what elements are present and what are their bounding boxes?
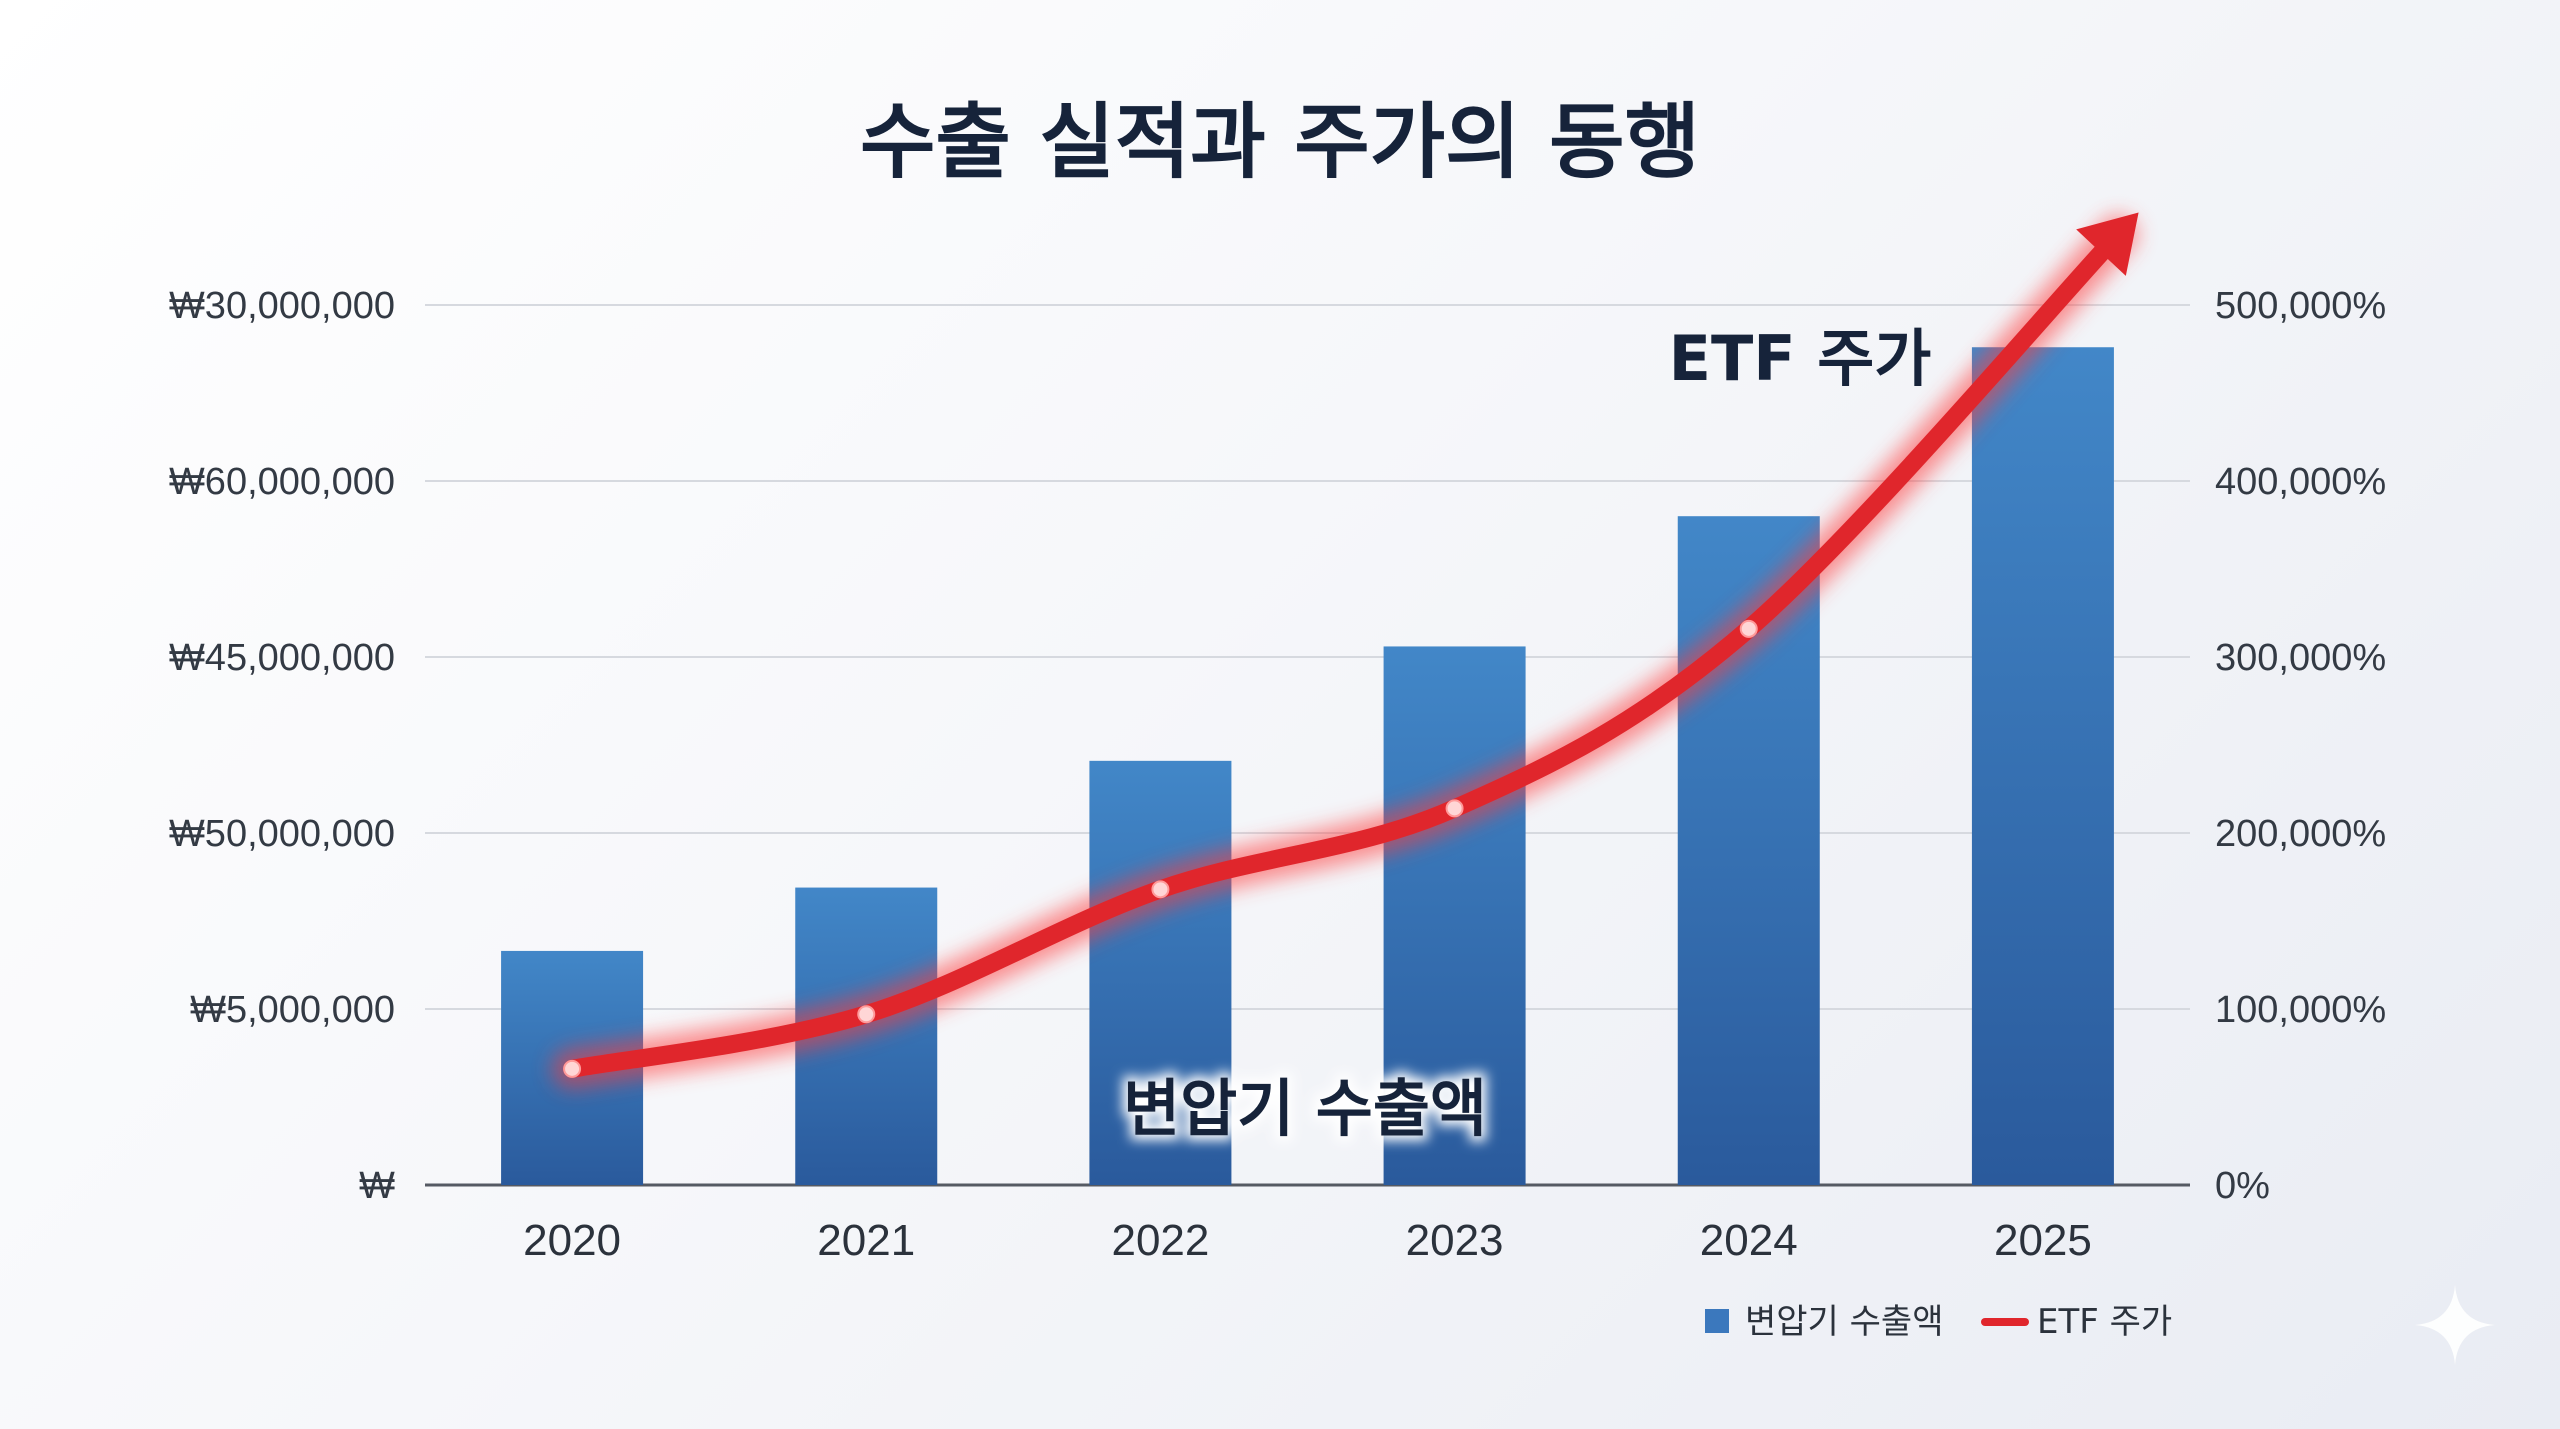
etf-point-2020 xyxy=(563,1059,582,1078)
sparkle-icon xyxy=(2415,1285,2495,1365)
bar-annotation-glow: 변압기 수출액 xyxy=(1123,1072,1487,1145)
right-tick-label: 100,000% xyxy=(2215,989,2386,1031)
x-tick-label: 2022 xyxy=(1111,1216,1209,1265)
legend-bar-swatch xyxy=(1705,1309,1729,1333)
x-tick-label: 2023 xyxy=(1406,1216,1504,1265)
bar-2022 xyxy=(1089,760,1232,1185)
line-annotation-label: ETF 주가 xyxy=(1669,322,1932,395)
etf-point-2024 xyxy=(1739,619,1758,638)
x-tick-label: 2021 xyxy=(817,1216,915,1265)
bar-2023 xyxy=(1383,646,1526,1185)
bar-2025 xyxy=(1971,347,2114,1185)
etf-line xyxy=(552,212,2139,1089)
x-axis-ticks: 2020 2021 2022 2023 2024 2025 xyxy=(523,1216,2092,1265)
etf-point-2023 xyxy=(1445,799,1464,818)
bar-annotation-label: 변압기 수출액 xyxy=(1123,1072,1487,1145)
right-axis-ticks: 0% 100,000% 200,000% 300,000% 400,000% 500,00… xyxy=(2215,285,2386,1207)
x-tick-label: 2025 xyxy=(1994,1216,2092,1265)
chart-title: 수출 실적과 주가의 동행 xyxy=(860,95,1700,190)
right-tick-label: 0% xyxy=(2215,1165,2270,1207)
etf-point-2021 xyxy=(857,1005,876,1024)
left-tick-label: ₩50,000,000 xyxy=(169,813,395,855)
left-tick-label: ₩ xyxy=(359,1165,395,1207)
left-tick-label: ₩30,000,000 xyxy=(169,285,395,327)
etf-line-path xyxy=(563,225,2127,1078)
bars xyxy=(501,347,2114,1185)
legend-bar-label: 변압기 수출액 xyxy=(1745,1302,1944,1342)
right-tick-label: 300,000% xyxy=(2215,637,2386,679)
x-tick-label: 2020 xyxy=(523,1216,621,1265)
bar-annotation: 변압기 수출액 변압기 수출액 xyxy=(1118,1067,1492,1150)
etf-arrow-head xyxy=(2076,212,2139,276)
x-tick-label: 2024 xyxy=(1700,1216,1798,1265)
left-axis-ticks: ₩ ₩5,000,000 ₩50,000,000 ₩45,000,000 ₩60,000… xyxy=(169,285,395,1207)
legend: 변압기 수출액 ETF 주가 xyxy=(1705,1302,2172,1342)
left-tick-label: ₩45,000,000 xyxy=(169,637,395,679)
left-tick-label: ₩60,000,000 xyxy=(169,461,395,503)
etf-point-2022 xyxy=(1151,880,1170,899)
legend-line-label: ETF 주가 xyxy=(2037,1302,2172,1342)
right-tick-label: 200,000% xyxy=(2215,813,2386,855)
left-tick-label: ₩5,000,000 xyxy=(190,989,395,1031)
right-tick-label: 500,000% xyxy=(2215,285,2386,327)
right-tick-label: 400,000% xyxy=(2215,461,2386,503)
